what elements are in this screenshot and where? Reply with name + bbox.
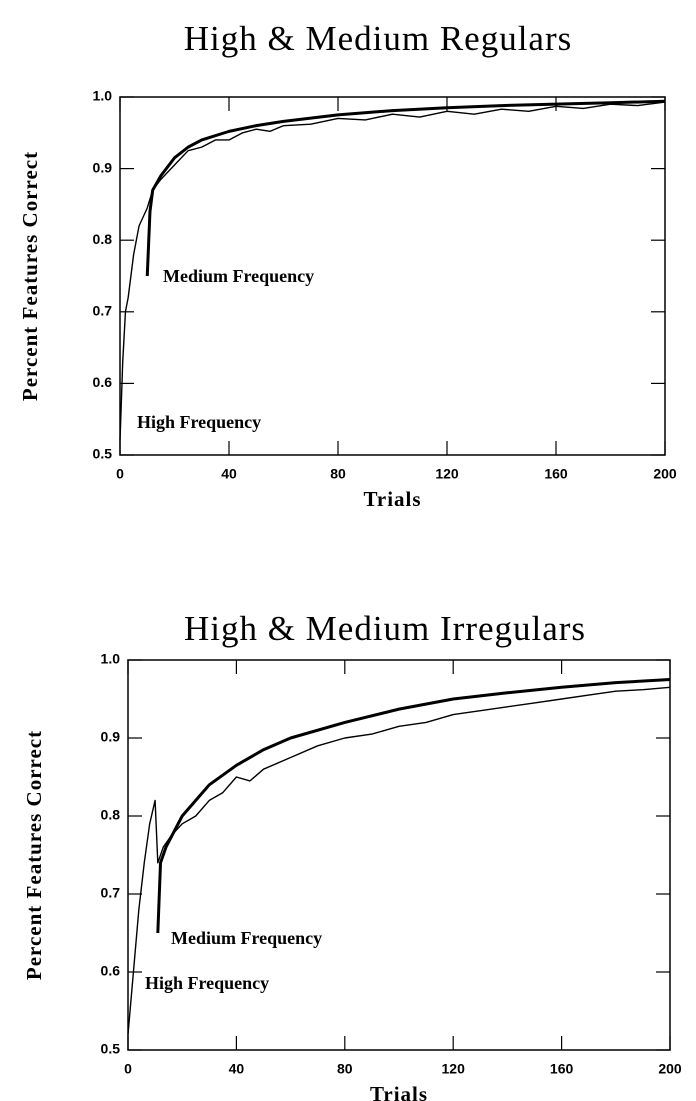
series-line (145, 99, 666, 277)
series-annotation: Medium Frequency (163, 266, 314, 286)
y-tick-label: 0.5 (101, 1041, 121, 1057)
plot-frame (119, 96, 666, 456)
x-tick-label: 200 (658, 1061, 682, 1077)
y-tick-label: 0.8 (93, 231, 113, 247)
y-tick-label: 1.0 (93, 88, 113, 104)
y-tick-label: 0.7 (93, 303, 113, 319)
series-annotation: Medium Frequency (171, 928, 322, 948)
y-tick-label: 0.6 (101, 963, 121, 979)
chart-title: High & Medium Irregulars (184, 609, 586, 648)
y-tick-label: 0.8 (101, 807, 121, 823)
x-tick-label: 0 (124, 1061, 132, 1077)
y-tick-label: 0.9 (101, 729, 121, 745)
x-tick-label: 120 (442, 1061, 466, 1077)
y-tick-label: 0.6 (93, 374, 113, 390)
x-axis-label: Trials (363, 487, 421, 511)
x-tick-label: 160 (544, 466, 568, 482)
y-tick-label: 0.5 (93, 446, 113, 462)
x-tick-label: 0 (116, 466, 124, 482)
x-tick-label: 40 (229, 1061, 245, 1077)
y-axis-label: Percent Features Correct (18, 151, 42, 401)
chart-title: High & Medium Regulars (184, 19, 573, 58)
series-line (156, 678, 671, 934)
x-tick-label: 80 (337, 1061, 353, 1077)
series-annotation: High Frequency (145, 973, 269, 993)
series-line (119, 101, 666, 441)
x-axis-label: Trials (370, 1082, 428, 1101)
x-tick-label: 40 (221, 466, 237, 482)
plot-frame (127, 659, 671, 1051)
x-tick-label: 160 (550, 1061, 574, 1077)
x-tick-label: 120 (435, 466, 459, 482)
series-line (127, 686, 671, 1035)
y-tick-label: 0.9 (93, 159, 113, 175)
x-tick-label: 80 (330, 466, 346, 482)
y-axis-label: Percent Features Correct (22, 730, 46, 980)
y-tick-label: 0.7 (101, 885, 121, 901)
y-tick-label: 1.0 (101, 651, 121, 667)
x-tick-label: 200 (653, 466, 677, 482)
series-annotation: High Frequency (137, 412, 261, 432)
